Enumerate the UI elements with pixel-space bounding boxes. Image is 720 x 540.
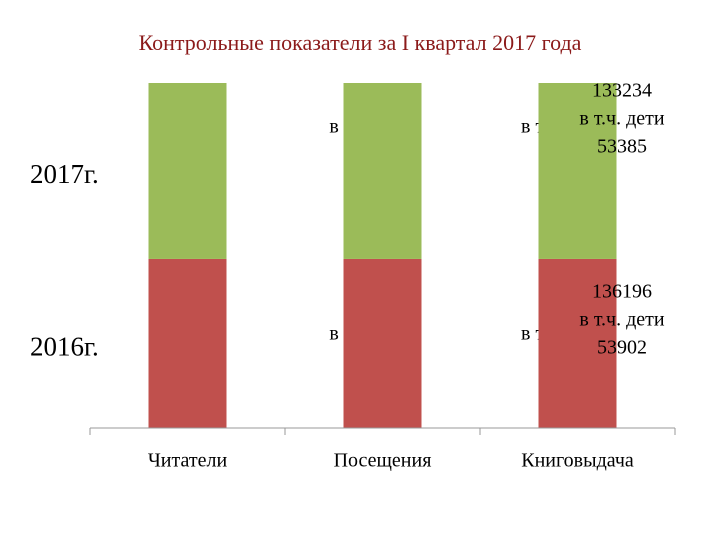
data-label: в т.ч. дети <box>579 108 665 130</box>
bar-segment <box>538 83 617 259</box>
x-tick-label: Книговыдача <box>521 450 634 472</box>
data-label: 133234 <box>592 80 652 102</box>
legend-label: 2017г. <box>30 159 99 189</box>
x-tick-label: Читатели <box>148 450 228 472</box>
data-label: 53385 <box>597 136 647 158</box>
x-tick-label: Посещения <box>334 450 432 472</box>
legend-label: 2016г. <box>30 332 99 362</box>
bar-segment <box>538 258 617 428</box>
bar-segment <box>343 258 422 428</box>
data-label: 136196 <box>592 281 652 303</box>
data-label: в т.ч. дети <box>579 309 665 331</box>
data-label: 53902 <box>597 337 647 359</box>
bar-segment <box>343 83 422 259</box>
bar-segment <box>148 83 227 259</box>
bar-segment <box>148 258 227 428</box>
chart-title: Контрольные показатели за I квартал 2017… <box>139 30 582 55</box>
